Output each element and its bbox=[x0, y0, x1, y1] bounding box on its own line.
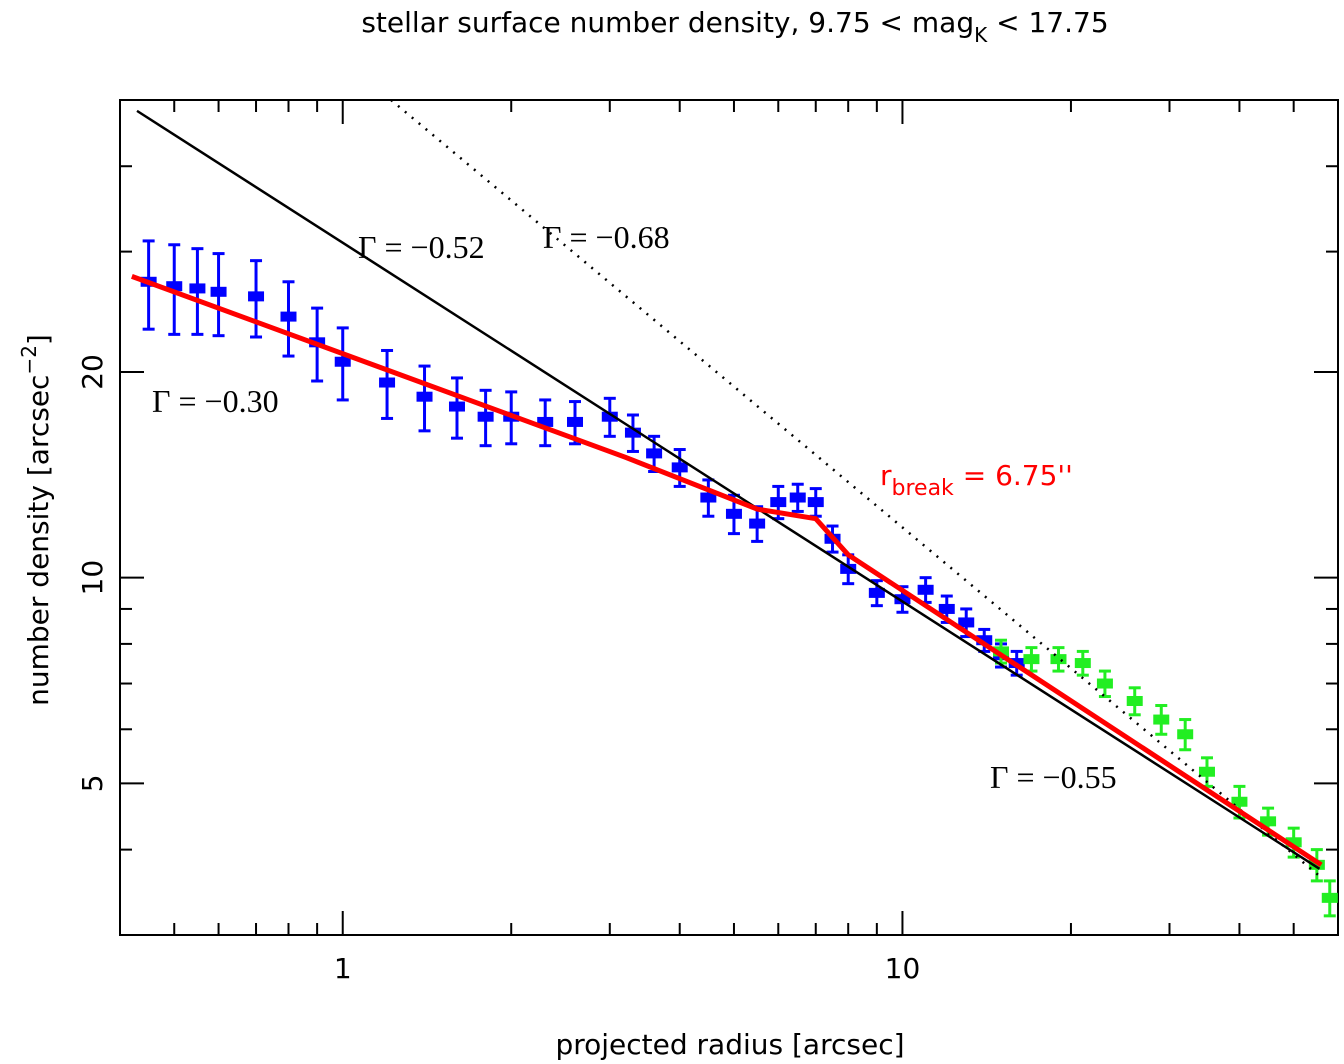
title-subscript: K bbox=[974, 23, 988, 47]
y-label-text: ] bbox=[22, 334, 55, 345]
error-point bbox=[1050, 646, 1067, 673]
error-point bbox=[416, 364, 433, 433]
error-point bbox=[789, 482, 806, 513]
error-point bbox=[601, 396, 618, 438]
data-point bbox=[416, 391, 433, 402]
y-tick-label: 5 bbox=[76, 774, 109, 792]
error-point bbox=[1023, 646, 1040, 673]
data-point bbox=[1023, 654, 1040, 665]
data-point bbox=[917, 584, 934, 595]
error-point bbox=[280, 280, 297, 358]
data-point bbox=[448, 401, 465, 412]
data-point bbox=[868, 587, 885, 598]
y-tick-label: 20 bbox=[76, 354, 109, 390]
data-point bbox=[1074, 658, 1091, 669]
plot-frame bbox=[119, 99, 1339, 936]
error-point bbox=[1153, 704, 1170, 736]
error-point bbox=[1126, 686, 1143, 717]
data-point bbox=[958, 617, 975, 628]
error-point bbox=[189, 247, 206, 336]
data-point bbox=[166, 281, 183, 292]
data-point bbox=[789, 492, 806, 503]
error-point bbox=[624, 413, 641, 453]
data-point bbox=[1260, 816, 1277, 827]
data-point bbox=[601, 411, 618, 422]
data-point bbox=[1153, 714, 1170, 725]
error-point bbox=[477, 388, 494, 448]
data-point bbox=[840, 563, 857, 574]
data-point bbox=[894, 594, 911, 605]
x-axis-label: projected radius [arcsec] bbox=[555, 1028, 904, 1061]
data-point bbox=[725, 508, 742, 519]
annotation: Γ = −0.52 bbox=[358, 229, 485, 265]
y-label-superscript: −2 bbox=[17, 345, 41, 374]
data-point bbox=[1285, 837, 1302, 848]
data-point bbox=[477, 411, 494, 422]
data-point bbox=[537, 416, 554, 427]
data-point bbox=[210, 286, 227, 297]
error-point bbox=[1177, 718, 1194, 752]
data-point bbox=[379, 377, 396, 388]
fit-line bbox=[136, 109, 1321, 870]
data-point bbox=[624, 427, 641, 438]
data-point bbox=[807, 497, 824, 508]
fit-line bbox=[390, 100, 1321, 877]
data-point bbox=[1321, 892, 1338, 903]
annotation: Γ = −0.68 bbox=[543, 219, 670, 255]
break-label-text: r bbox=[880, 459, 892, 492]
data-point bbox=[938, 603, 955, 614]
error-point bbox=[379, 348, 396, 420]
data-point bbox=[993, 646, 1010, 657]
data-point bbox=[1126, 695, 1143, 706]
data-point bbox=[1177, 729, 1194, 740]
break-label-subscript: break bbox=[892, 476, 955, 501]
annotation: Γ = −0.55 bbox=[990, 759, 1117, 795]
x-tick-label: 10 bbox=[885, 952, 921, 985]
data-point bbox=[567, 416, 584, 427]
error-point bbox=[1096, 669, 1113, 699]
data-point bbox=[1231, 796, 1248, 807]
title-text: < 17.75 bbox=[987, 6, 1108, 39]
data-point bbox=[248, 291, 265, 302]
y-tick-label: 10 bbox=[76, 560, 109, 596]
break-label-text: = 6.75'' bbox=[954, 459, 1073, 492]
error-point bbox=[917, 576, 934, 604]
fit-line bbox=[130, 274, 1323, 867]
error-point bbox=[210, 252, 227, 338]
annotation: Γ = −0.30 bbox=[152, 383, 279, 419]
y-axis-label: number density [arcsec−2] bbox=[17, 334, 55, 706]
data-point bbox=[1050, 654, 1067, 665]
error-point bbox=[1321, 879, 1338, 918]
plot-area bbox=[130, 100, 1338, 918]
data-point bbox=[770, 497, 787, 508]
data-point bbox=[749, 518, 766, 529]
error-point bbox=[334, 326, 351, 402]
data-point bbox=[976, 635, 993, 646]
data-point bbox=[671, 462, 688, 473]
error-point bbox=[807, 487, 824, 518]
error-point bbox=[1074, 649, 1091, 677]
error-point bbox=[1308, 848, 1325, 883]
y-label-text: number density [arcsec bbox=[22, 375, 55, 706]
chart-title: stellar surface number density, 9.75 < m… bbox=[361, 6, 1108, 47]
error-point bbox=[537, 398, 554, 448]
data-point bbox=[280, 311, 297, 322]
data-point bbox=[334, 356, 351, 367]
x-tick-label: 1 bbox=[334, 952, 352, 985]
data-point bbox=[700, 492, 717, 503]
data-point bbox=[646, 448, 663, 459]
break-label: rbreak = 6.75'' bbox=[880, 459, 1073, 501]
data-point bbox=[1096, 678, 1113, 689]
error-point bbox=[448, 376, 465, 440]
data-point bbox=[1198, 766, 1215, 777]
title-text: stellar surface number density, 9.75 < m… bbox=[361, 6, 974, 39]
data-point bbox=[189, 283, 206, 294]
